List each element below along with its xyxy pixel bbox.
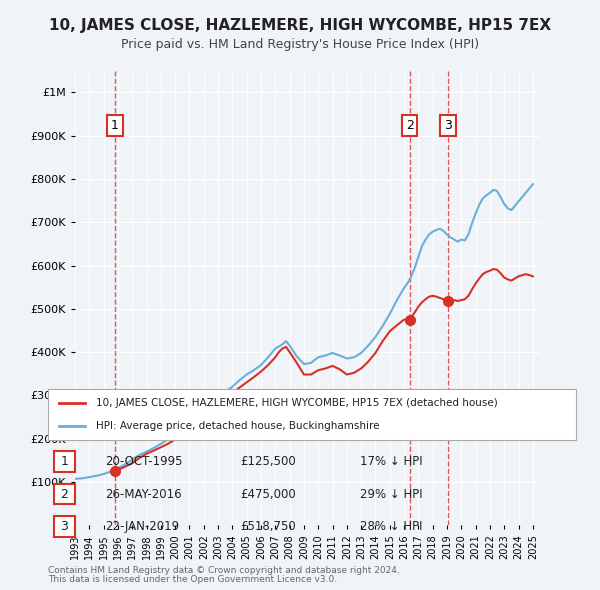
Text: 20-OCT-1995: 20-OCT-1995 bbox=[105, 455, 182, 468]
Text: HPI: Average price, detached house, Buckinghamshire: HPI: Average price, detached house, Buck… bbox=[95, 421, 379, 431]
Text: 17% ↓ HPI: 17% ↓ HPI bbox=[360, 455, 422, 468]
Text: Contains HM Land Registry data © Crown copyright and database right 2024.: Contains HM Land Registry data © Crown c… bbox=[48, 566, 400, 575]
Text: 2: 2 bbox=[406, 119, 414, 132]
Text: 2: 2 bbox=[61, 487, 68, 501]
Text: 28% ↓ HPI: 28% ↓ HPI bbox=[360, 520, 422, 533]
Text: £518,750: £518,750 bbox=[240, 520, 296, 533]
Text: This data is licensed under the Open Government Licence v3.0.: This data is licensed under the Open Gov… bbox=[48, 575, 337, 584]
Text: 1: 1 bbox=[111, 119, 119, 132]
Text: 29% ↓ HPI: 29% ↓ HPI bbox=[360, 488, 422, 501]
Text: 10, JAMES CLOSE, HAZLEMERE, HIGH WYCOMBE, HP15 7EX (detached house): 10, JAMES CLOSE, HAZLEMERE, HIGH WYCOMBE… bbox=[95, 398, 497, 408]
Text: 3: 3 bbox=[444, 119, 452, 132]
Text: 3: 3 bbox=[61, 520, 68, 533]
Text: 1: 1 bbox=[61, 455, 68, 468]
Text: £125,500: £125,500 bbox=[240, 455, 296, 468]
Text: 10, JAMES CLOSE, HAZLEMERE, HIGH WYCOMBE, HP15 7EX: 10, JAMES CLOSE, HAZLEMERE, HIGH WYCOMBE… bbox=[49, 18, 551, 32]
Text: 22-JAN-2019: 22-JAN-2019 bbox=[105, 520, 179, 533]
Text: 26-MAY-2016: 26-MAY-2016 bbox=[105, 488, 182, 501]
Text: Price paid vs. HM Land Registry's House Price Index (HPI): Price paid vs. HM Land Registry's House … bbox=[121, 38, 479, 51]
Text: £475,000: £475,000 bbox=[240, 488, 296, 501]
